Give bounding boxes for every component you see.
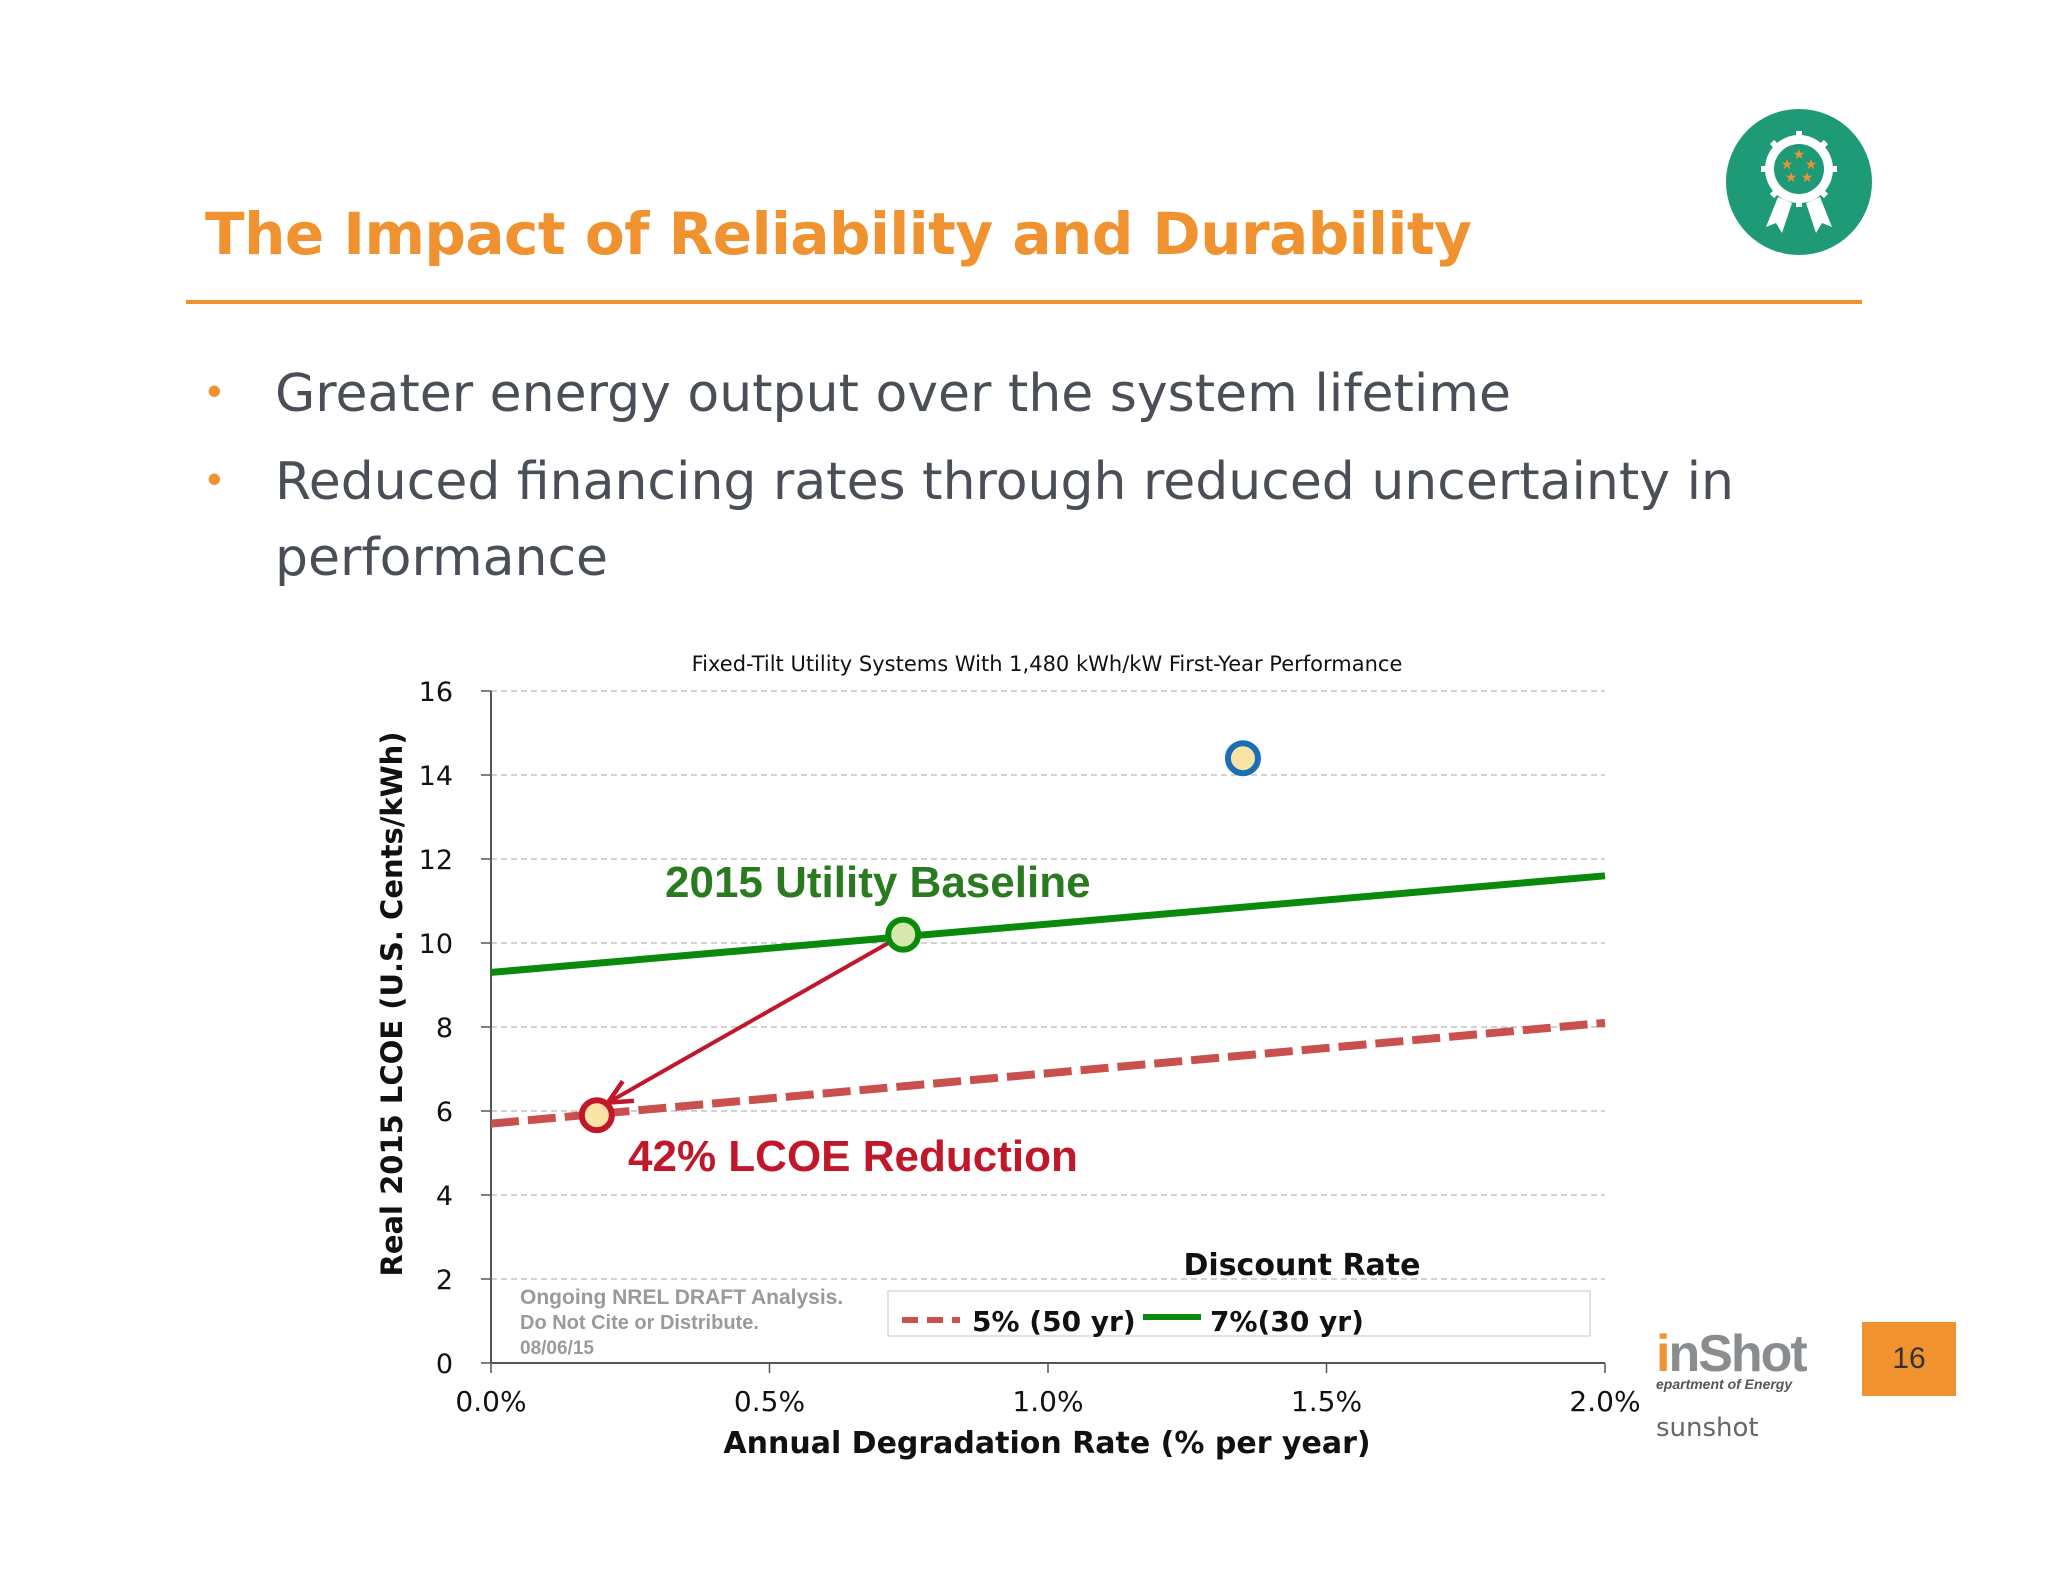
sunshot-logo: inShot <box>1656 1325 1808 1383</box>
x-tick-label: 1.0% <box>1012 1385 1083 1418</box>
bullet-text: Greater energy output over the system li… <box>275 364 1511 424</box>
svg-text:★: ★ <box>1785 170 1798 186</box>
y-tick-label: 10 <box>419 929 453 960</box>
y-tick-label: 6 <box>436 1097 453 1128</box>
sunshot-logo-subtext: epartment of Energy <box>1656 1376 1793 1392</box>
x-tick-label: 2.0% <box>1569 1385 1640 1418</box>
draft-note-line: 08/06/15 <box>520 1338 594 1359</box>
svg-text:★: ★ <box>1781 157 1794 173</box>
series-line <box>490 1018 1606 1128</box>
draft-note-line: Ongoing NREL DRAFT Analysis. <box>520 1286 843 1309</box>
svg-text:★: ★ <box>1801 170 1814 186</box>
series-line <box>490 872 1606 976</box>
data-point <box>578 1097 615 1134</box>
y-tick-label: 4 <box>436 1181 453 1212</box>
page-number: 16 <box>1862 1322 1956 1396</box>
title-divider <box>186 300 1862 304</box>
y-tick-label: 14 <box>419 761 453 792</box>
draft-note: Ongoing NREL DRAFT Analysis. Do Not Cite… <box>520 1286 843 1359</box>
svg-text:★: ★ <box>1793 147 1806 163</box>
sunshot-url: sunshot <box>1656 1413 1759 1443</box>
svg-text:★: ★ <box>1805 157 1818 173</box>
x-axis-label: Annual Degradation Rate (% per year) <box>723 1426 1370 1461</box>
draft-note-line: Do Not Cite or Distribute. <box>520 1312 759 1334</box>
reduction-arrow <box>606 932 905 1105</box>
slide-title: The Impact of Reliability and Durability <box>205 200 1472 268</box>
bullet-item: • Reduced financing rates through reduce… <box>205 444 1765 596</box>
bullet-dot: • <box>207 455 222 502</box>
x-tick-label: 1.5% <box>1291 1385 1362 1418</box>
data-point <box>885 916 922 953</box>
data-point <box>1224 740 1261 777</box>
y-tick-label: 16 <box>419 677 453 708</box>
legend-title: Discount Rate <box>1184 1248 1421 1283</box>
legend-label: 5% (50 yr) <box>972 1305 1136 1338</box>
y-tick-label: 2 <box>436 1265 453 1296</box>
y-axis-label: Real 2015 LCOE (U.S. Cents/kWh) <box>375 731 409 1276</box>
reduction-label: 42% LCOE Reduction <box>628 1132 1078 1181</box>
x-tick-label: 0.5% <box>734 1385 805 1418</box>
chart-title: Fixed-Tilt Utility Systems With 1,480 kW… <box>692 652 1403 676</box>
bullet-dot: • <box>207 367 222 414</box>
legend-box <box>887 1290 1591 1337</box>
legend: Discount Rate 5% (50 yr) 7%(30 yr) <box>887 1248 1591 1338</box>
award-ribbon-icon: ★ ★ ★ ★ ★ <box>1726 109 1872 255</box>
bullet-list: • Greater energy output over the system … <box>205 356 1765 608</box>
y-tick-label: 8 <box>436 1013 453 1044</box>
x-tick-label: 0.0% <box>455 1385 526 1418</box>
legend-label: 7%(30 yr) <box>1210 1305 1364 1338</box>
y-tick-label: 12 <box>419 845 453 876</box>
baseline-label: 2015 Utility Baseline <box>665 858 1091 907</box>
y-tick-label: 0 <box>436 1349 453 1380</box>
bullet-item: • Greater energy output over the system … <box>205 356 1765 432</box>
bullet-text: Reduced financing rates through reduced … <box>275 452 1734 588</box>
